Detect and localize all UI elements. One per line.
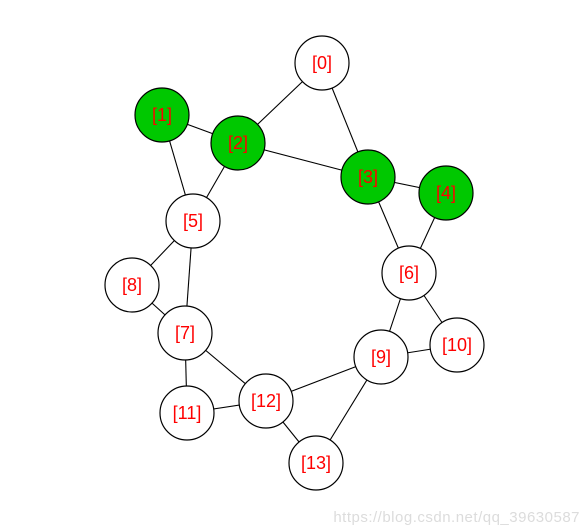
graph-node-11: [11] — [160, 386, 214, 440]
node-label: [6] — [399, 263, 419, 283]
nodes-layer: [0] [1] [2] [3] [4] [5] [6] [7] [8] [9] [10] [11] [1… — [105, 36, 484, 490]
graph-node-8: [8] — [105, 258, 159, 312]
graph-node-10: [10] — [430, 318, 484, 372]
graph-node-2: [2] — [211, 116, 265, 170]
node-label: [10] — [442, 335, 472, 355]
watermark-text: https://blog.csdn.net/qq_39630587 — [333, 509, 580, 526]
node-label: [8] — [122, 275, 142, 295]
node-label: [1] — [152, 105, 172, 125]
graph-node-6: [6] — [382, 246, 436, 300]
node-label: [0] — [312, 53, 332, 73]
node-label: [2] — [228, 133, 248, 153]
graph-node-4: [4] — [419, 166, 473, 220]
graph-node-1: [1] — [135, 88, 189, 142]
graph-node-9: [9] — [354, 330, 408, 384]
graph-node-3: [3] — [341, 150, 395, 204]
graph-node-5: [5] — [166, 194, 220, 248]
node-label: [7] — [175, 323, 195, 343]
node-label: [11] — [173, 403, 202, 423]
graph-node-12: [12] — [239, 374, 293, 428]
node-label: [4] — [436, 183, 456, 203]
node-label: [12] — [251, 391, 281, 411]
graph-canvas: [0] [1] [2] [3] [4] [5] [6] [7] [8] [9] [10] [11] [1… — [0, 0, 586, 532]
graph-node-7: [7] — [158, 306, 212, 360]
node-label: [3] — [358, 167, 378, 187]
node-label: [13] — [301, 453, 331, 473]
node-label: [5] — [183, 211, 203, 231]
graph-node-0: [0] — [295, 36, 349, 90]
node-label: [9] — [371, 347, 391, 367]
graph-node-13: [13] — [289, 436, 343, 490]
